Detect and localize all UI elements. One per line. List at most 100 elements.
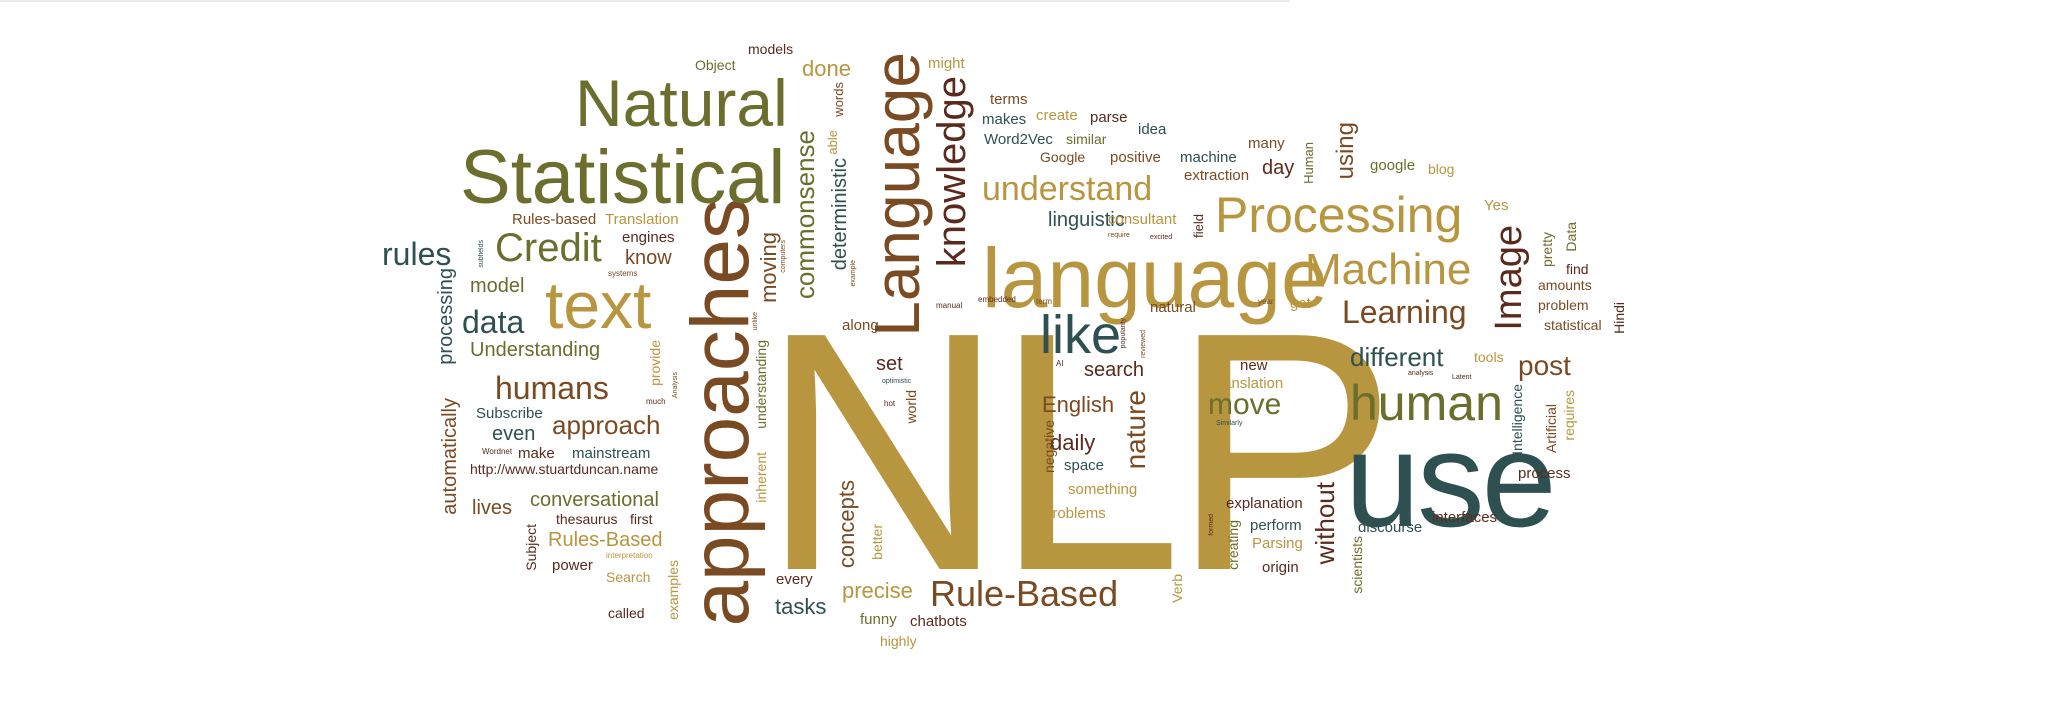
word-consultant: consultant: [1108, 211, 1177, 228]
word-models: models: [748, 41, 794, 57]
word-positive: positive: [1110, 149, 1161, 166]
word-rules-based-lower: Rules-based: [512, 211, 597, 228]
word-manual: manual: [936, 301, 963, 310]
word-mainstream: mainstream: [572, 445, 651, 462]
word-year: year: [1258, 297, 1274, 306]
word-google-upper: Google: [1040, 149, 1086, 165]
word-nature: nature: [1120, 390, 1151, 470]
word-post: post: [1518, 350, 1571, 381]
word-parsing: Parsing: [1252, 535, 1303, 552]
word-human-upper: Human: [1301, 142, 1316, 184]
word-moving: moving: [756, 232, 781, 303]
word-get: get: [1290, 295, 1311, 312]
word-tools: tools: [1474, 349, 1504, 365]
word-require: require: [1108, 232, 1130, 239]
word-like: like: [1040, 305, 1122, 365]
word-nlp: NLP: [760, 262, 1397, 642]
word-subfields: subfields: [478, 240, 485, 268]
word-statistical: Statistical: [460, 135, 786, 220]
word-blog: blog: [1428, 161, 1455, 177]
word-process: process: [1518, 465, 1571, 482]
word-model: model: [470, 275, 525, 297]
word-formed: formed: [1208, 514, 1215, 536]
word-approach: approach: [552, 410, 661, 440]
word-pretty: pretty: [1539, 232, 1555, 268]
word-know: know: [625, 247, 672, 269]
word-word2vec: Word2Vec: [984, 131, 1053, 148]
word-translation-upper: Translation: [605, 211, 679, 228]
word-automatically: automatically: [439, 398, 461, 515]
word-ai: AI: [1056, 359, 1064, 368]
word-chatbots: chatbots: [910, 613, 967, 630]
word-along: along: [842, 317, 879, 334]
word-using: using: [1332, 122, 1359, 180]
word-understanding-lower: understanding: [753, 340, 769, 429]
word-rules: rules: [382, 236, 452, 272]
word-many: many: [1248, 135, 1285, 152]
word-might: might: [928, 55, 965, 72]
word-example: example: [850, 260, 857, 287]
word-extraction: extraction: [1184, 167, 1250, 184]
word-natural: Natural: [575, 66, 788, 140]
word-rule-based: Rule-Based: [930, 573, 1119, 614]
word-humans: humans: [495, 370, 609, 406]
word-latent: Latent: [1452, 374, 1472, 381]
word-without: without: [1310, 482, 1340, 565]
word-commonsense: commonsense: [790, 130, 820, 300]
word-highly: highly: [880, 633, 917, 649]
word-credit: Credit: [495, 226, 602, 270]
word-perform: perform: [1250, 517, 1302, 534]
word-find: find: [1566, 261, 1589, 277]
word-optimistic: optimistic: [882, 378, 912, 385]
word-machine-upper: Machine: [1305, 245, 1472, 294]
word-similarly: Similarly: [1216, 420, 1243, 427]
word-set: set: [876, 353, 903, 375]
word-understanding-upper: Understanding: [470, 339, 601, 361]
word-analysis-upper: Analysis: [672, 372, 679, 399]
word-field: field: [1191, 214, 1206, 238]
word-reviewed: reviewed: [1140, 330, 1147, 359]
word-daily: daily: [1050, 430, 1096, 455]
word-explanation: explanation: [1226, 495, 1303, 512]
word-systems: systems: [608, 269, 638, 278]
word-processing-lower: processing: [435, 268, 457, 365]
word-language-lower: language: [982, 231, 1328, 325]
word-learning: Learning: [1342, 294, 1467, 330]
word-data: data: [462, 304, 525, 340]
word-power: power: [552, 557, 593, 574]
word-even: even: [492, 423, 536, 445]
word-processing-upper: Processing: [1215, 187, 1463, 243]
word-provide: provide: [647, 340, 663, 386]
word-thesaurus: thesaurus: [556, 511, 618, 527]
word-new: new: [1240, 357, 1268, 374]
word-different: different: [1350, 342, 1444, 372]
top-divider: [0, 0, 1290, 2]
word-search-lower: search: [1084, 359, 1145, 381]
word-deterministic: deterministic: [829, 158, 851, 271]
word-analysis-lower: analysis: [1408, 370, 1434, 377]
word-term: term: [1036, 297, 1052, 306]
word-google-lower: google: [1370, 157, 1416, 174]
word-every: every: [776, 571, 813, 588]
word-able: able: [825, 130, 840, 155]
word-hindi: Hindi: [1611, 302, 1627, 334]
word-negative: negative: [1041, 420, 1057, 473]
word-world: world: [903, 390, 919, 424]
word-funny: funny: [860, 611, 897, 628]
word-object: Object: [695, 57, 736, 73]
word-url: http://www.stuartduncan.name: [470, 461, 659, 477]
word-text: text: [545, 268, 652, 342]
word-make: make: [518, 445, 555, 462]
word-first: first: [630, 511, 653, 527]
word-words: words: [831, 82, 846, 117]
word-requires: requires: [1561, 390, 1577, 441]
word-linguistic: linguistic: [1048, 209, 1125, 231]
word-subscribe: Subscribe: [476, 405, 543, 422]
word-search-upper: Search: [606, 569, 651, 585]
word-makes: makes: [982, 111, 1027, 128]
word-intelligence: Intelligence: [1509, 384, 1525, 455]
word-interpretation: interpretation: [606, 551, 653, 560]
word-creating: creating: [1225, 520, 1241, 570]
word-lives: lives: [472, 497, 513, 519]
